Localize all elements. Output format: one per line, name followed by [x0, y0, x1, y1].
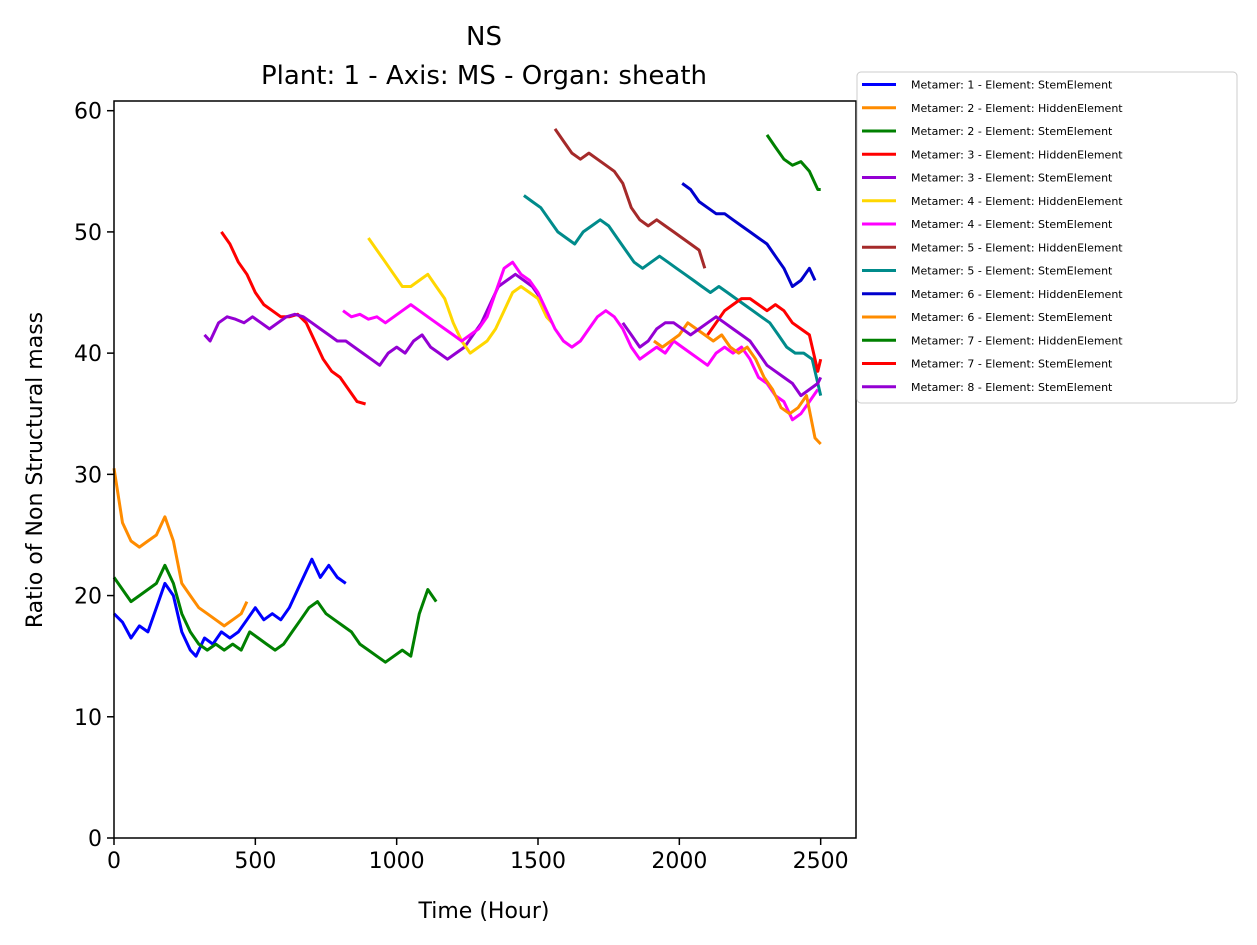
x-tick-label: 2500	[793, 849, 849, 874]
legend-entry: Metamer: 7 - Element: StemElement	[911, 358, 1113, 371]
legend-entry: Metamer: 8 - Element: StemElement	[911, 381, 1113, 394]
y-axis-label: Ratio of Non Structural mass	[23, 312, 48, 628]
y-tick-label: 30	[74, 463, 102, 488]
y-axis: 0 10 20 30 40 50 60	[74, 100, 114, 852]
series-line-1	[112, 557, 347, 658]
x-axis: 0 500 1000 1500 2000 2500	[107, 838, 849, 874]
y-tick-label: 50	[74, 221, 102, 246]
series-line-13	[706, 297, 823, 373]
series-line-6	[367, 237, 554, 355]
x-tick-label: 0	[107, 849, 121, 874]
legend: Metamer: 1 - Element: StemElement Metamer…	[856, 71, 1238, 404]
series-line-12	[765, 134, 821, 191]
legend-entry: Metamer: 3 - Element: HiddenElement	[911, 148, 1123, 161]
legend-entry: Metamer: 4 - Element: HiddenElement	[911, 195, 1123, 208]
x-tick-label: 2000	[651, 849, 707, 874]
y-tick-label: 0	[88, 827, 102, 852]
chart-subtitle: Plant: 1 - Axis: MS - Organ: sheath	[261, 61, 707, 91]
legend-entry: Metamer: 1 - Element: StemElement	[911, 79, 1113, 92]
legend-entry: Metamer: 3 - Element: StemElement	[911, 172, 1113, 185]
legend-entry: Metamer: 2 - Element: HiddenElement	[911, 102, 1123, 115]
legend-entry: Metamer: 4 - Element: StemElement	[911, 218, 1113, 231]
y-tick-label: 60	[74, 100, 102, 125]
legend-entry: Metamer: 7 - Element: HiddenElement	[911, 334, 1123, 347]
x-tick-label: 500	[234, 849, 276, 874]
series-line-7	[342, 260, 820, 422]
x-tick-label: 1000	[369, 849, 425, 874]
series-line-11	[653, 321, 822, 446]
legend-entry: Metamer: 5 - Element: StemElement	[911, 265, 1113, 278]
plot-frame	[113, 100, 857, 839]
series-line-3	[112, 563, 438, 664]
legend-entry: Metamer: 2 - Element: StemElement	[911, 125, 1113, 138]
series-line-10	[681, 182, 817, 288]
series-line-4	[220, 231, 367, 406]
series-line-14	[621, 315, 823, 398]
legend-entry: Metamer: 6 - Element: HiddenElement	[911, 288, 1123, 301]
plot-area	[112, 128, 823, 664]
series-line-2	[112, 468, 249, 628]
legend-entry: Metamer: 6 - Element: StemElement	[911, 311, 1113, 324]
series-line-9	[523, 194, 823, 396]
y-tick-label: 20	[74, 585, 102, 610]
series-line-8	[553, 128, 707, 269]
series-line-5	[203, 272, 543, 367]
x-tick-label: 1500	[510, 849, 566, 874]
x-axis-label: Time (Hour)	[418, 899, 550, 924]
legend-entry: Metamer: 5 - Element: HiddenElement	[911, 241, 1123, 254]
y-tick-label: 40	[74, 342, 102, 367]
legend-frame	[856, 71, 1238, 404]
chart-title: NS	[466, 22, 502, 52]
y-tick-label: 10	[74, 706, 102, 731]
